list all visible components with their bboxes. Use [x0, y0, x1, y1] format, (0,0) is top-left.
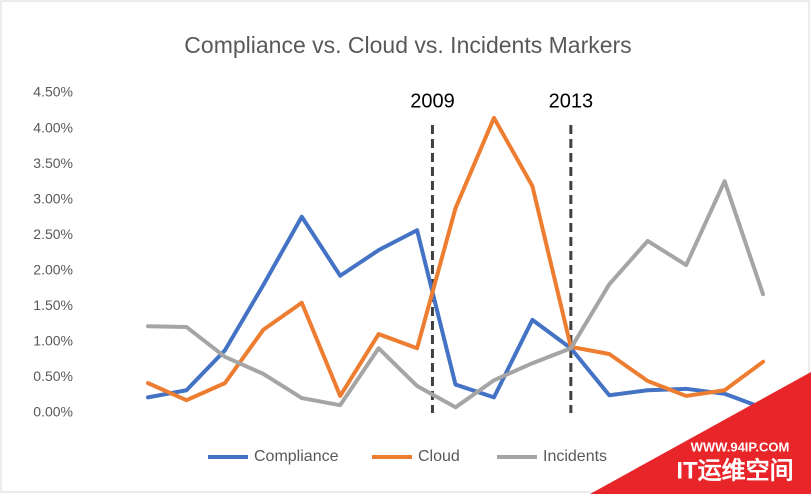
y-tick-label: 1.50% [33, 297, 73, 313]
y-tick-label: 4.00% [33, 119, 73, 135]
y-tick-label: 2.50% [33, 226, 73, 242]
annotation-label: 2009 [410, 90, 455, 112]
legend-label: Incidents [543, 448, 607, 465]
y-tick-label: 3.00% [33, 190, 73, 206]
y-tick-label: 3.50% [33, 155, 73, 171]
watermark-url: WWW.94IP.COM [691, 439, 790, 454]
legend-label: Compliance [254, 448, 339, 465]
line-series [146, 179, 766, 410]
watermark-shape [590, 372, 811, 494]
y-tick-label: 2.00% [33, 261, 73, 277]
annotation-label: 2013 [549, 90, 594, 112]
line-series [146, 115, 766, 403]
line-series [146, 214, 766, 411]
y-tick-label: 0.50% [33, 368, 73, 384]
y-tick-label: 4.50% [33, 84, 73, 100]
legend-label: Cloud [418, 448, 460, 465]
y-tick-label: 1.00% [33, 333, 73, 349]
y-tick-label: 0.00% [33, 404, 73, 420]
watermark-name: IT运维空间 [676, 456, 793, 484]
chart-title: Compliance vs. Cloud vs. Incidents Marke… [184, 32, 631, 58]
